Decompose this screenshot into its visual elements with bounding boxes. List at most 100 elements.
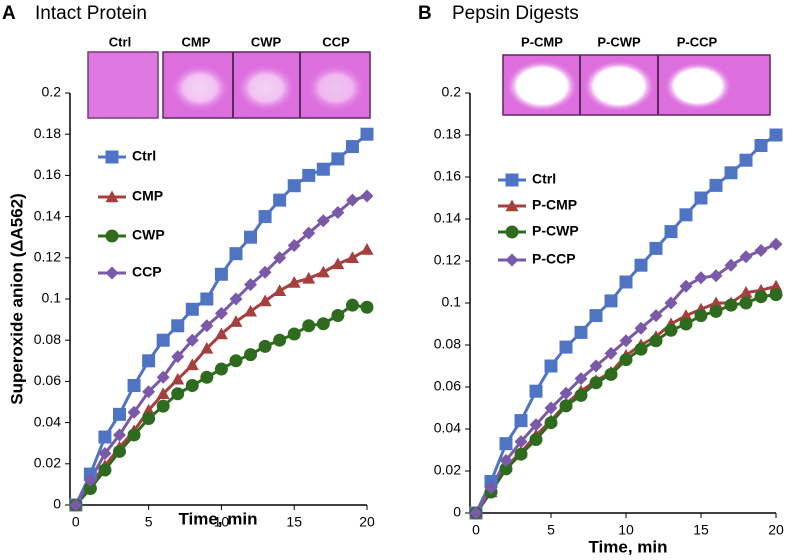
marker [589, 309, 603, 323]
marker [258, 265, 272, 279]
marker [69, 498, 83, 512]
marker [105, 229, 119, 243]
marker [229, 292, 243, 306]
marker [360, 189, 374, 203]
marker [505, 199, 519, 212]
marker [360, 243, 374, 255]
marker [664, 225, 678, 239]
marker [769, 128, 783, 142]
marker [739, 250, 753, 264]
y-tick-label: 0.18 [434, 126, 461, 142]
marker [156, 399, 170, 413]
marker [634, 342, 648, 356]
marker [505, 173, 519, 187]
marker [142, 411, 156, 425]
marker [171, 372, 185, 385]
marker [302, 168, 316, 182]
marker [171, 319, 185, 333]
marker [127, 428, 141, 442]
marker [83, 473, 97, 487]
marker [514, 414, 528, 428]
marker [544, 401, 558, 415]
y-tick-label: 0 [453, 504, 461, 520]
marker [619, 334, 633, 348]
marker [559, 386, 573, 400]
marker [589, 376, 603, 390]
x-tick-label: 0 [472, 522, 480, 538]
marker [273, 333, 287, 347]
marker [709, 269, 723, 283]
marker [574, 325, 588, 339]
marker [694, 191, 708, 205]
y-tick-label: 0.08 [434, 336, 461, 352]
marker [214, 327, 228, 340]
marker [229, 354, 243, 368]
marker [724, 298, 738, 312]
marker [529, 418, 543, 432]
marker [214, 306, 228, 320]
marker [156, 333, 170, 347]
marker [754, 139, 768, 152]
marker [514, 447, 528, 461]
marker [544, 416, 558, 430]
marker [499, 437, 513, 451]
legend-label: CWP [132, 227, 165, 243]
marker [619, 353, 633, 367]
marker [634, 258, 648, 272]
marker [499, 454, 513, 467]
marker [331, 308, 345, 322]
marker [724, 166, 738, 180]
marker [754, 290, 768, 304]
legend-label: CMP [132, 188, 163, 204]
marker [484, 481, 498, 495]
y-tick-label: 0.18 [34, 125, 61, 141]
marker [185, 302, 199, 316]
legend-label: P-CCP [532, 251, 576, 267]
y-tick-label: 0.1 [42, 290, 62, 306]
marker [529, 433, 543, 446]
marker [171, 387, 185, 401]
marker [664, 323, 678, 337]
marker [185, 333, 199, 347]
marker [604, 367, 618, 381]
y-tick-label: 0.06 [434, 378, 461, 394]
marker [679, 279, 693, 293]
marker [331, 205, 345, 219]
marker [273, 193, 287, 207]
y-tick-label: 0.12 [34, 249, 61, 265]
x-axis-title: Time, min [178, 509, 257, 528]
gel-label: P-CWP [597, 34, 641, 49]
marker [142, 354, 156, 368]
marker [214, 362, 228, 376]
gel-label: CWP [251, 34, 282, 49]
marker [499, 462, 513, 476]
y-tick-label: 0.1 [442, 294, 462, 310]
marker [287, 238, 301, 252]
marker [113, 428, 126, 442]
marker [709, 304, 723, 318]
marker [113, 444, 126, 458]
marker [559, 399, 573, 413]
marker [316, 317, 330, 331]
marker [258, 339, 272, 353]
marker [345, 298, 359, 312]
marker [287, 179, 301, 193]
marker [258, 210, 272, 224]
marker [604, 294, 618, 308]
marker [574, 388, 588, 402]
marker [679, 317, 693, 331]
marker [514, 435, 528, 449]
marker [559, 340, 573, 354]
y-tick-label: 0.02 [434, 462, 461, 478]
marker [469, 506, 483, 520]
marker [302, 271, 316, 284]
marker [331, 152, 345, 166]
marker [360, 127, 374, 141]
y-tick-label: 0.16 [34, 166, 61, 182]
marker [244, 230, 258, 244]
marker [331, 257, 345, 270]
marker [302, 319, 316, 333]
gel-label: P-CMP [521, 34, 563, 49]
marker [604, 346, 618, 360]
marker [345, 140, 359, 154]
